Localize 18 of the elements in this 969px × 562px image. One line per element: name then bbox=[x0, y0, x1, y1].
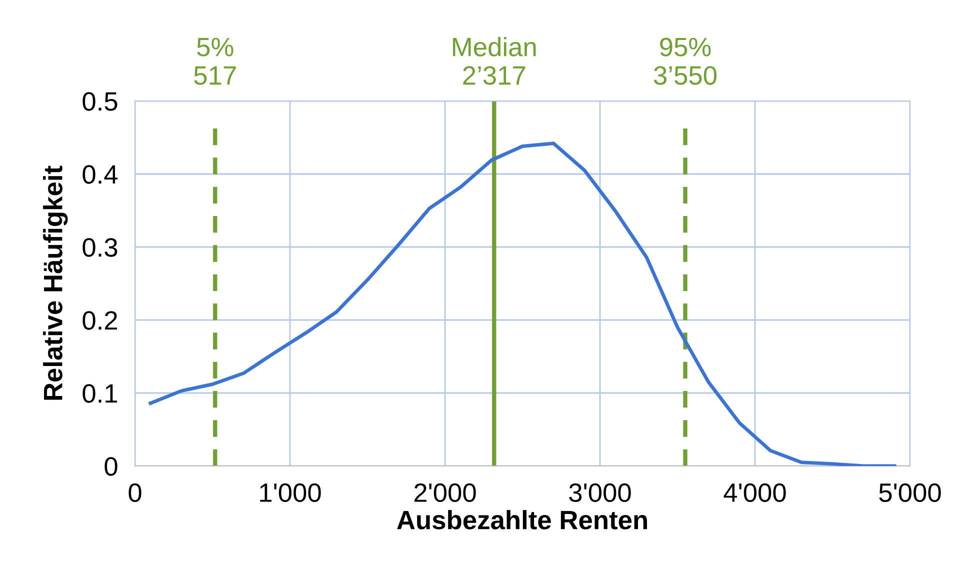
x-tick-label: 5'000 bbox=[879, 483, 941, 502]
ref-line-label: Median 2’317 bbox=[453, 37, 536, 85]
y-tick-label: 0.4 bbox=[82, 165, 118, 184]
line-series bbox=[148, 142, 896, 466]
x-tick-label: 3'000 bbox=[569, 483, 631, 502]
y-tick-label: 0.3 bbox=[82, 238, 118, 257]
x-tick-label: 0 bbox=[128, 483, 142, 502]
y-tick-label: 0.1 bbox=[82, 384, 118, 403]
x-tick-label: 1'000 bbox=[260, 483, 321, 502]
y-tick-label: 0 bbox=[104, 457, 118, 476]
x-tick-label: 2'000 bbox=[414, 483, 476, 502]
x-axis-title: Ausbezahlte Renten bbox=[397, 510, 647, 530]
ref-line-label: 95% 3’550 bbox=[654, 38, 717, 85]
y-tick-label: 0.5 bbox=[82, 92, 118, 111]
ref-line-label: 5% 517 bbox=[194, 38, 236, 85]
y-tick-label: 0.2 bbox=[82, 311, 118, 330]
y-axis-title: Relative Häufigkeit bbox=[43, 166, 68, 400]
x-tick-label: 4'000 bbox=[724, 483, 786, 502]
